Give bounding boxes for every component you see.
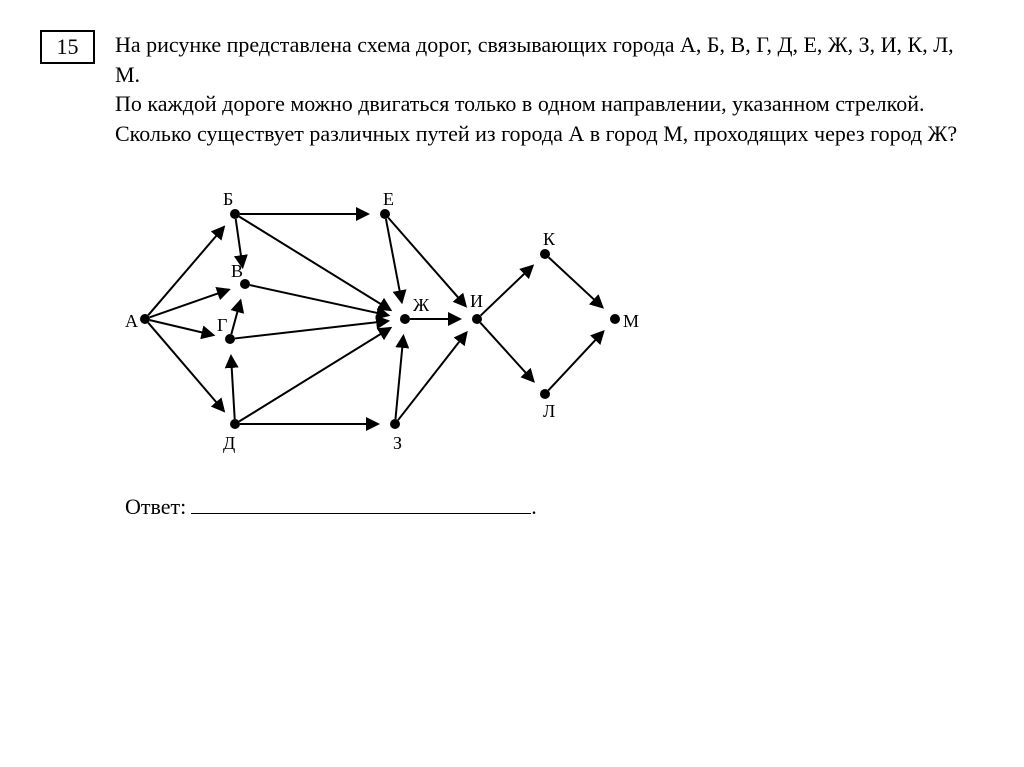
graph-node: [230, 419, 240, 429]
graph-edge: [481, 265, 533, 315]
graph-node: [540, 389, 550, 399]
graph-node-label: Г: [217, 315, 227, 335]
graph-node-label: М: [623, 311, 639, 331]
problem-line-3: Сколько существует различных путей из го…: [115, 119, 984, 149]
graph-node: [610, 314, 620, 324]
graph-node-label: Ж: [413, 295, 430, 315]
graph-node: [472, 314, 482, 324]
graph-diagram: А Б В Г Д Е Ж З И К Л М: [125, 179, 984, 459]
graph-edge: [231, 356, 235, 419]
graph-node: [390, 419, 400, 429]
graph-edge: [150, 320, 214, 335]
graph-edge: [235, 321, 388, 339]
graph-edge: [250, 285, 389, 315]
problem-line-2: По каждой дороге можно двигаться только …: [115, 89, 984, 119]
graph-edge: [239, 328, 390, 421]
graph-node: [540, 249, 550, 259]
graph-node-label: А: [125, 311, 138, 331]
problem-text: На рисунке представлена схема дорог, свя…: [115, 30, 984, 149]
graph-edge: [395, 336, 403, 419]
graph-edge: [236, 219, 243, 267]
graph-node-label: К: [543, 229, 556, 249]
answer-underline: [191, 513, 531, 514]
graph-node-label: И: [470, 291, 483, 311]
answer-period: .: [531, 494, 537, 520]
graph-node-label: Д: [223, 433, 235, 453]
graph-edge: [480, 322, 533, 381]
graph-edge: [239, 216, 390, 309]
road-graph-svg: А Б В Г Д Е Ж З И К Л М: [125, 179, 655, 459]
problem-line-1: На рисунке представлена схема дорог, свя…: [115, 30, 984, 89]
graph-node-label: З: [393, 433, 402, 453]
problem-number-box: 15: [40, 30, 95, 64]
graph-edge: [150, 289, 229, 317]
graph-edge: [548, 331, 603, 390]
graph-edge: [398, 332, 466, 420]
graph-node-label: Б: [223, 189, 233, 209]
answer-section: Ответ: .: [125, 494, 984, 520]
graph-node: [380, 209, 390, 219]
graph-edge: [148, 227, 224, 315]
graph-edge: [148, 323, 224, 411]
graph-node: [400, 314, 410, 324]
graph-node: [230, 209, 240, 219]
problem-number: 15: [57, 34, 79, 59]
graph-node: [140, 314, 150, 324]
answer-label: Ответ:: [125, 494, 186, 520]
graph-edge: [231, 300, 240, 334]
graph-edge: [549, 257, 603, 307]
graph-node-label: Л: [543, 401, 555, 421]
graph-node: [225, 334, 235, 344]
graph-node-label: В: [231, 261, 243, 281]
graph-node-label: Е: [383, 189, 394, 209]
